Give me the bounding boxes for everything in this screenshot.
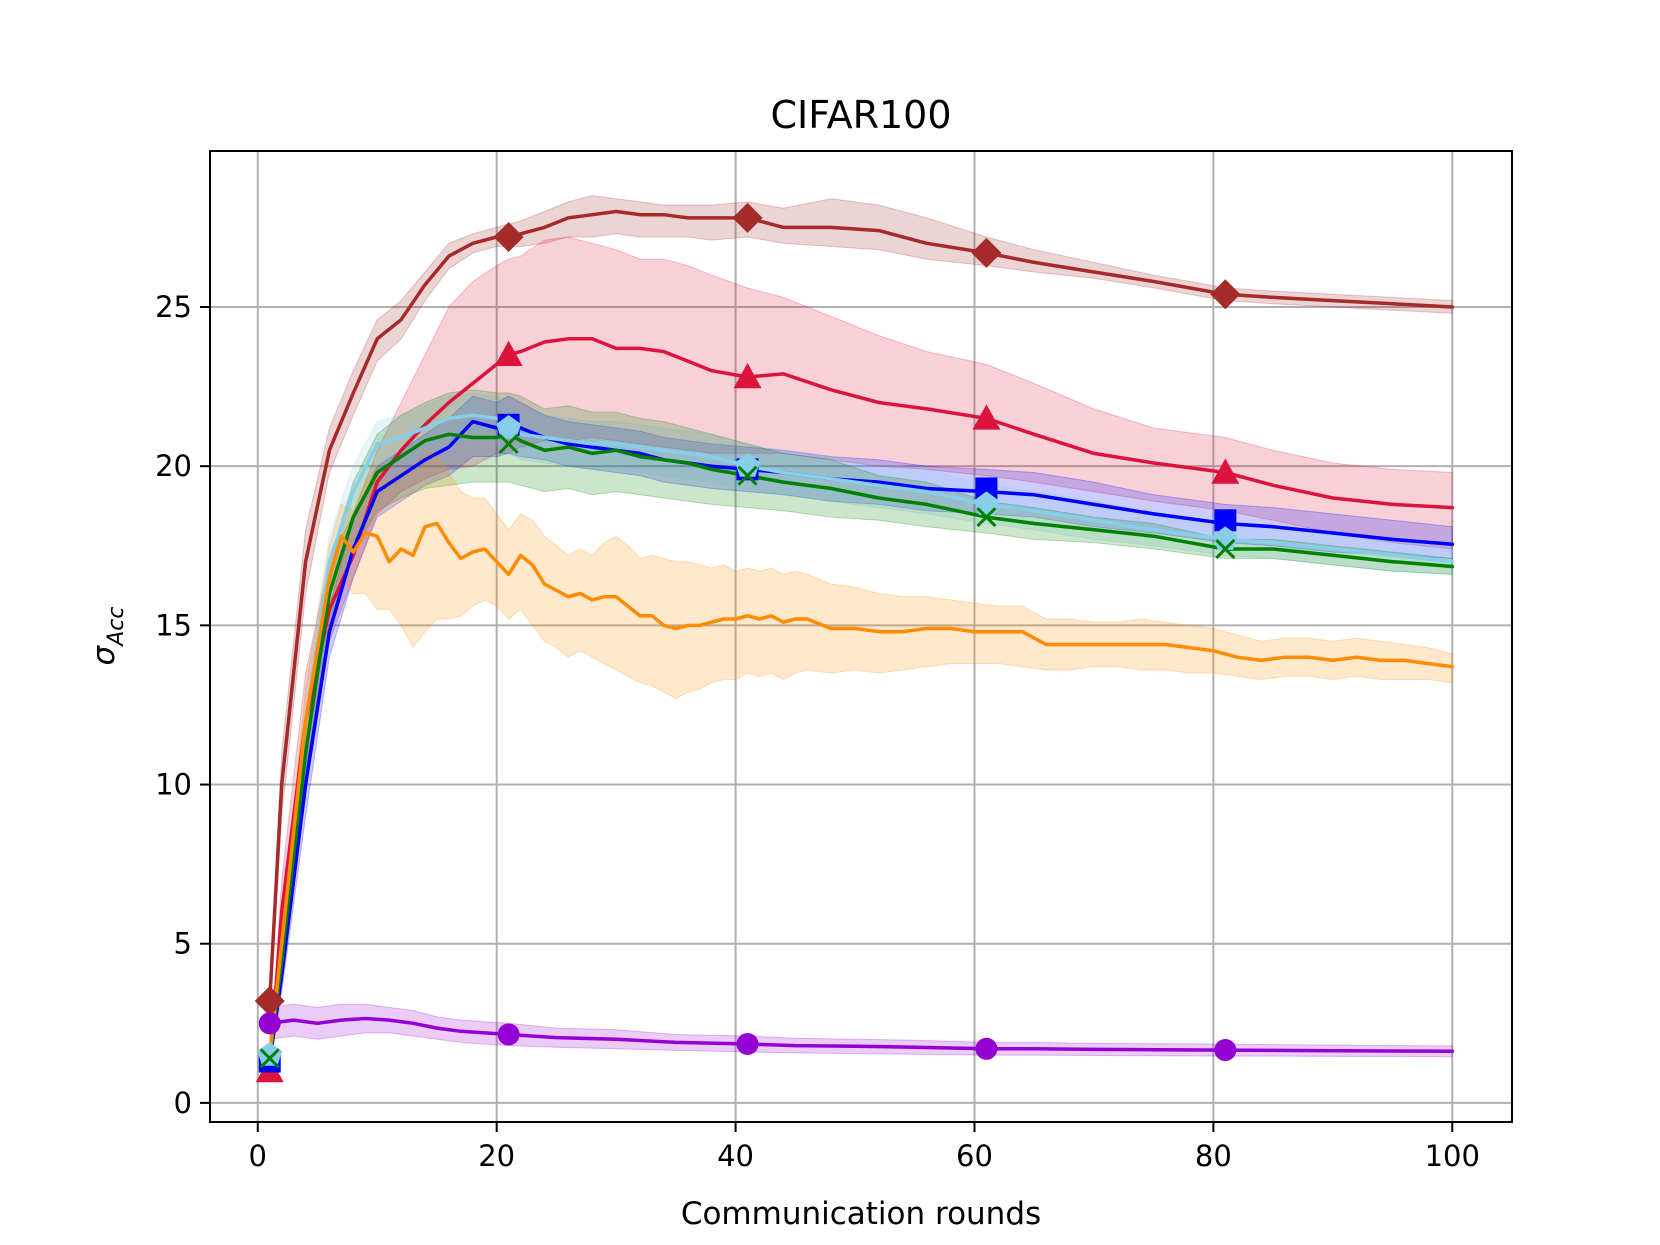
confidence-bands [269,195,1453,1078]
green-x-line [267,432,1455,1061]
green-x-marker [1215,538,1236,560]
series-markers [254,202,1241,1083]
y-tick-label: 15 [155,608,192,642]
y-axis-label: σAcc [86,607,129,666]
series-lines [267,209,1455,1073]
chart-title: CIFAR100 [770,93,951,137]
purple-circle-marker [497,1023,520,1046]
brown-diamond-line [267,209,1455,1003]
x-axis-label: Communication rounds [681,1196,1041,1232]
y-tick-label: 25 [155,290,192,324]
crimson-triangle-band [269,236,1453,1078]
blue-square-marker [975,477,998,500]
y-axis-label-sub: Acc [104,607,129,648]
green-x-marker [737,465,758,486]
x-tick-label: 80 [1195,1139,1232,1173]
crimson-triangle-marker [494,340,523,366]
y-axis-label-base: σ [86,644,122,665]
brown-diamond-marker [254,986,285,1017]
crimson-triangle-marker [972,404,1001,430]
svg-text:σAcc: σAcc [86,607,129,666]
crimson-triangle-marker [733,363,762,389]
x-tick-label: 40 [717,1139,754,1173]
purple-circle-marker [736,1033,759,1056]
purple-circle-marker [258,1012,281,1035]
green-x-band [269,389,1453,1065]
y-tick-label: 5 [174,927,192,961]
purple-circle-line [267,1016,1455,1054]
purple-circle-marker [1214,1039,1237,1062]
brown-diamond-marker [732,202,763,233]
skyblue-pentagon-band [269,392,1453,1062]
x-tick-label: 0 [249,1139,267,1173]
green-x-marker [259,1048,280,1069]
purple-circle-band [269,1003,1453,1058]
grid [210,151,1512,1122]
y-tick-label: 20 [155,449,192,483]
blue-square-marker [1214,509,1237,532]
brown-diamond-marker [971,237,1002,268]
orange-band [269,449,1453,1062]
crimson-triangle-marker [1211,458,1240,484]
blue-square-line [267,419,1455,1064]
orange-line [267,521,1455,1057]
purple-circle-marker [975,1037,998,1060]
green-x-marker [498,433,519,454]
plot-frame [209,150,1513,1123]
skyblue-pentagon-line [267,413,1455,1057]
brown-diamond-marker [1210,279,1241,310]
x-tick-label: 60 [956,1139,993,1173]
axis-ticks: 0 20 40 60 80 100 0 5 10 15 20 25 [155,290,1480,1173]
green-x-marker [976,507,997,528]
skyblue-pentagon-marker [496,415,521,439]
brown-diamond-marker [493,221,524,252]
y-tick-label: 0 [174,1086,192,1120]
skyblue-pentagon-marker [257,1042,283,1066]
x-tick-label: 100 [1425,1139,1480,1173]
y-tick-label: 10 [155,768,192,802]
x-tick-label: 20 [478,1139,515,1173]
